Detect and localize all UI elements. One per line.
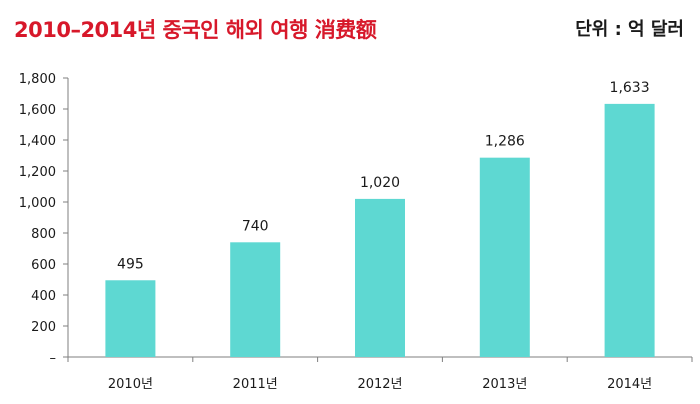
x-tick-label: 2012년	[357, 377, 402, 392]
bar	[105, 280, 156, 357]
bars	[105, 103, 655, 357]
x-tick-label: 2013년	[482, 377, 527, 392]
bar	[230, 242, 281, 357]
data-labels: 495 740 1,020 1,286 1,633	[117, 80, 650, 272]
data-label: 495	[117, 256, 144, 272]
y-tick-label: 1,200	[19, 165, 56, 180]
x-tick-label: 2011년	[233, 377, 278, 392]
y-tick-label: 800	[31, 227, 56, 242]
chart-title: 2010–2014년 중국인 해외 여행 消费额	[14, 18, 377, 42]
data-label: 740	[242, 218, 269, 234]
bar	[604, 103, 655, 357]
y-tick-label: 1,600	[19, 103, 56, 118]
unit-label: 단위 : 억 달러	[575, 19, 684, 40]
y-tick-label: 400	[31, 289, 56, 304]
y-tick-label: 600	[31, 258, 56, 273]
x-tick-label: 2010년	[108, 377, 153, 392]
data-label: 1,020	[360, 175, 400, 191]
x-tick-label: 2014년	[607, 377, 652, 392]
bar	[355, 198, 405, 357]
y-axis-ticks: – 200 400 600 800 1,000 1,200 1,400 1,600 1,800	[19, 72, 693, 366]
y-tick-label: 1,800	[19, 72, 56, 87]
x-axis-labels: 2010년 2011년 2012년 2013년 2014년	[108, 377, 652, 392]
y-tick-label: 200	[31, 320, 56, 335]
y-tick-label: –	[50, 351, 57, 366]
data-label: 1,633	[610, 80, 650, 96]
bar	[479, 157, 530, 357]
data-label: 1,286	[485, 134, 525, 150]
y-tick-label: 1,000	[19, 196, 56, 211]
y-tick-label: 1,400	[19, 134, 56, 149]
